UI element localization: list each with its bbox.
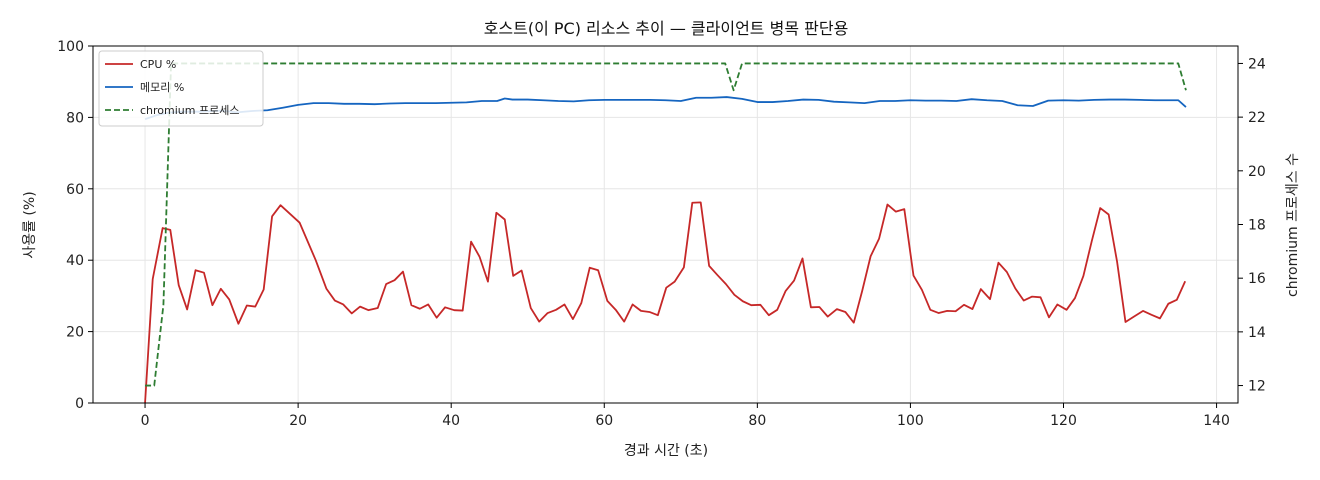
legend-label-1: 메모리 % xyxy=(140,81,184,94)
x-tick-label: 0 xyxy=(141,413,150,429)
series-line-1 xyxy=(144,96,1187,121)
y-tick-label: 20 xyxy=(66,325,84,341)
x-tick-label: 60 xyxy=(595,413,613,429)
y2-tick-label: 14 xyxy=(1248,325,1266,341)
series-line-0 xyxy=(144,201,1187,404)
y-tick-label: 60 xyxy=(66,182,84,198)
y-tick-label: 40 xyxy=(66,253,84,269)
y-tick-label: 80 xyxy=(66,110,84,126)
y2-tick-label: 24 xyxy=(1248,56,1266,72)
legend-box xyxy=(98,50,264,127)
series-line-2 xyxy=(145,62,1187,387)
y2-tick-label: 12 xyxy=(1248,379,1266,395)
y-axis-label: 사용률 (%) xyxy=(22,191,38,258)
y2-tick-label: 22 xyxy=(1248,110,1266,126)
legend-label-2: chromium 프로세스 xyxy=(140,104,239,117)
legend-label-0: CPU % xyxy=(140,58,176,71)
y2-tick-label: 16 xyxy=(1248,271,1266,287)
x-tick-label: 80 xyxy=(748,413,766,429)
y2-tick-label: 20 xyxy=(1248,164,1266,180)
axes: 0 20 40 60 80 100 120 140 0 20 40 60 80 100 12 14 16 18 20… xyxy=(57,39,1266,429)
y2-axis-label: chromium 프로세스 수 xyxy=(1285,153,1301,297)
series-layer xyxy=(144,62,1187,404)
x-tick-label: 120 xyxy=(1050,413,1077,429)
x-tick-label: 20 xyxy=(289,413,307,429)
chart-title: 호스트(이 PC) 리소스 추이 — 클라이언트 병목 판단용 xyxy=(484,19,849,38)
x-tick-label: 140 xyxy=(1203,413,1230,429)
legend: CPU % 메모리 % chromium 프로세스 xyxy=(98,50,264,127)
x-tick-label: 40 xyxy=(442,413,460,429)
x-tick-label: 100 xyxy=(897,413,924,429)
y-tick-label: 0 xyxy=(75,396,84,412)
y-tick-label: 100 xyxy=(57,39,84,55)
y2-tick-label: 18 xyxy=(1248,218,1266,234)
x-axis-label: 경과 시간 (초) xyxy=(624,443,708,459)
